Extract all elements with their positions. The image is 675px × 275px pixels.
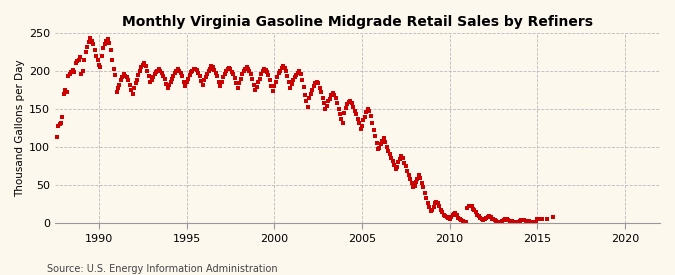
Title: Monthly Virginia Gasoline Midgrade Retail Sales by Refiners: Monthly Virginia Gasoline Midgrade Retai… bbox=[122, 15, 593, 29]
Text: Source: U.S. Energy Information Administration: Source: U.S. Energy Information Administ… bbox=[47, 264, 278, 274]
Y-axis label: Thousand Gallons per Day: Thousand Gallons per Day bbox=[15, 59, 25, 197]
